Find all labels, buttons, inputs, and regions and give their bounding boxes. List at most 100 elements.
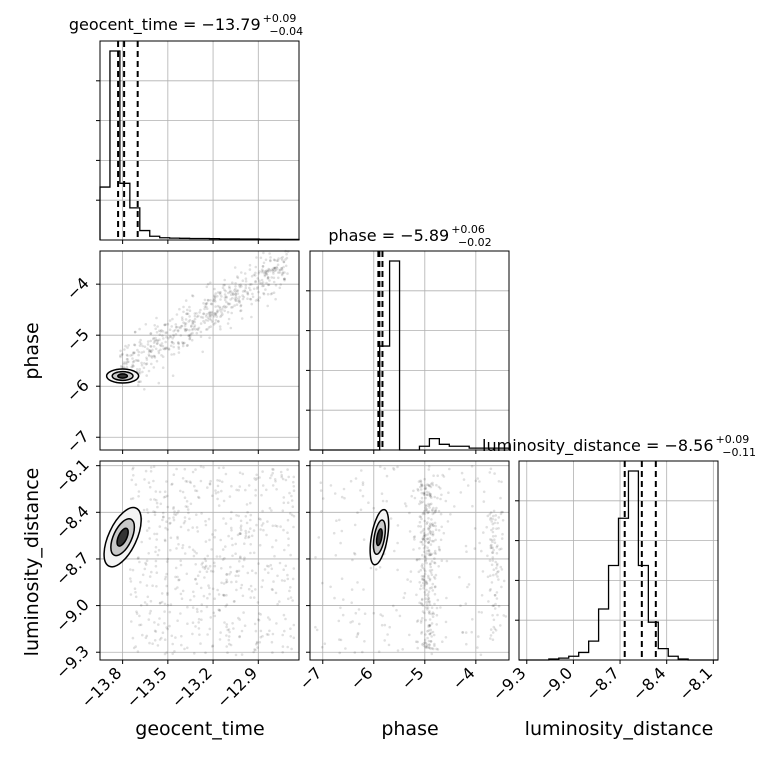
scatter-point — [190, 325, 193, 328]
scatter-point — [428, 646, 431, 649]
scatter-point — [149, 350, 153, 353]
scatter-point — [432, 633, 436, 637]
scatter-point — [291, 505, 295, 509]
scatter-point — [372, 611, 376, 615]
scatter-point — [129, 568, 132, 571]
scatter-point — [155, 316, 158, 320]
scatter-point — [426, 493, 429, 497]
scatter-point — [125, 353, 129, 357]
panel-frame — [99, 460, 300, 661]
scatter-point — [137, 353, 140, 357]
scatter-point — [314, 556, 317, 559]
scatter-point — [166, 593, 169, 596]
scatter-point — [427, 491, 431, 495]
scatter-point — [413, 535, 417, 538]
scatter-point — [289, 553, 292, 557]
scatter-point — [230, 526, 233, 530]
scatter-point — [137, 495, 140, 498]
scatter-point — [426, 549, 429, 553]
scatter-point — [420, 643, 424, 646]
scatter-point — [170, 340, 174, 344]
scatter-point — [208, 311, 211, 315]
scatter-point — [261, 634, 264, 638]
scatter-point — [222, 466, 225, 470]
scatter-point — [422, 578, 426, 582]
scatter-point — [434, 524, 437, 528]
scatter-point — [421, 610, 425, 613]
scatter-point — [193, 314, 197, 318]
scatter-point — [216, 294, 219, 298]
scatter-point — [209, 318, 213, 322]
scatter-point — [395, 608, 398, 612]
scatter-point — [147, 353, 151, 356]
scatter-point — [431, 483, 435, 487]
panel-phase-vs-geocent_time: −7−6−5−4 — [63, 249, 300, 457]
scatter-point — [208, 483, 212, 486]
scatter-point — [424, 487, 428, 491]
scatter-point — [278, 600, 281, 603]
scatter-point — [224, 289, 227, 293]
scatter-point — [265, 488, 268, 492]
scatter-point — [223, 621, 226, 624]
scatter-point — [275, 267, 279, 270]
scatter-point — [278, 286, 282, 290]
scatter-point — [427, 590, 431, 593]
scatter-point — [431, 481, 434, 485]
scatter-point — [200, 618, 203, 621]
scatter-point — [501, 532, 504, 536]
scatter-point — [250, 569, 254, 572]
scatter-point — [259, 629, 263, 633]
scatter-point — [149, 609, 152, 613]
scatter-point — [219, 298, 222, 301]
scatter-point — [497, 527, 500, 530]
scatter-point — [446, 520, 450, 523]
scatter-point — [201, 350, 204, 354]
scatter-point — [431, 615, 435, 618]
scatter-point — [288, 589, 291, 593]
scatter-point — [133, 587, 137, 590]
scatter-point — [491, 517, 495, 521]
scatter-point — [206, 282, 210, 286]
scatter-point — [489, 628, 493, 631]
scatter-point — [265, 269, 269, 272]
scatter-point — [244, 536, 247, 540]
scatter-point — [203, 298, 207, 302]
scatter-point — [218, 325, 222, 328]
scatter-point — [320, 510, 323, 513]
scatter-point — [153, 513, 157, 517]
scatter-point — [355, 635, 359, 639]
scatter-point — [265, 633, 269, 636]
scatter-point — [273, 266, 277, 270]
scatter-point — [146, 340, 150, 343]
scatter-point — [205, 328, 208, 331]
scatter-point — [235, 488, 238, 492]
scatter-point — [351, 558, 354, 562]
scatter-point — [184, 479, 188, 483]
scatter-point — [165, 480, 168, 483]
scatter-point — [132, 646, 136, 650]
scatter-point — [217, 466, 221, 470]
scatter-point — [280, 268, 284, 272]
scatter-point — [259, 635, 263, 639]
scatter-point — [225, 578, 228, 582]
scatter-point — [459, 604, 462, 607]
scatter-point — [182, 321, 185, 324]
scatter-point — [124, 344, 127, 348]
scatter-point — [232, 627, 235, 630]
scatter-point — [180, 597, 184, 600]
scatter-point — [234, 299, 238, 303]
scatter-point — [278, 561, 282, 565]
scatter-point — [218, 479, 221, 483]
scatter-point — [427, 629, 431, 632]
scatter-point — [259, 613, 263, 616]
scatter-point — [381, 614, 384, 618]
scatter-point — [267, 565, 270, 568]
scatter-point — [125, 362, 128, 366]
scatter-point — [314, 625, 317, 629]
scatter-point — [143, 388, 146, 391]
scatter-point — [247, 536, 250, 539]
scatter-point — [401, 648, 405, 651]
scatter-point — [276, 602, 279, 606]
scatter-point — [205, 305, 208, 309]
scatter-point — [419, 587, 422, 591]
